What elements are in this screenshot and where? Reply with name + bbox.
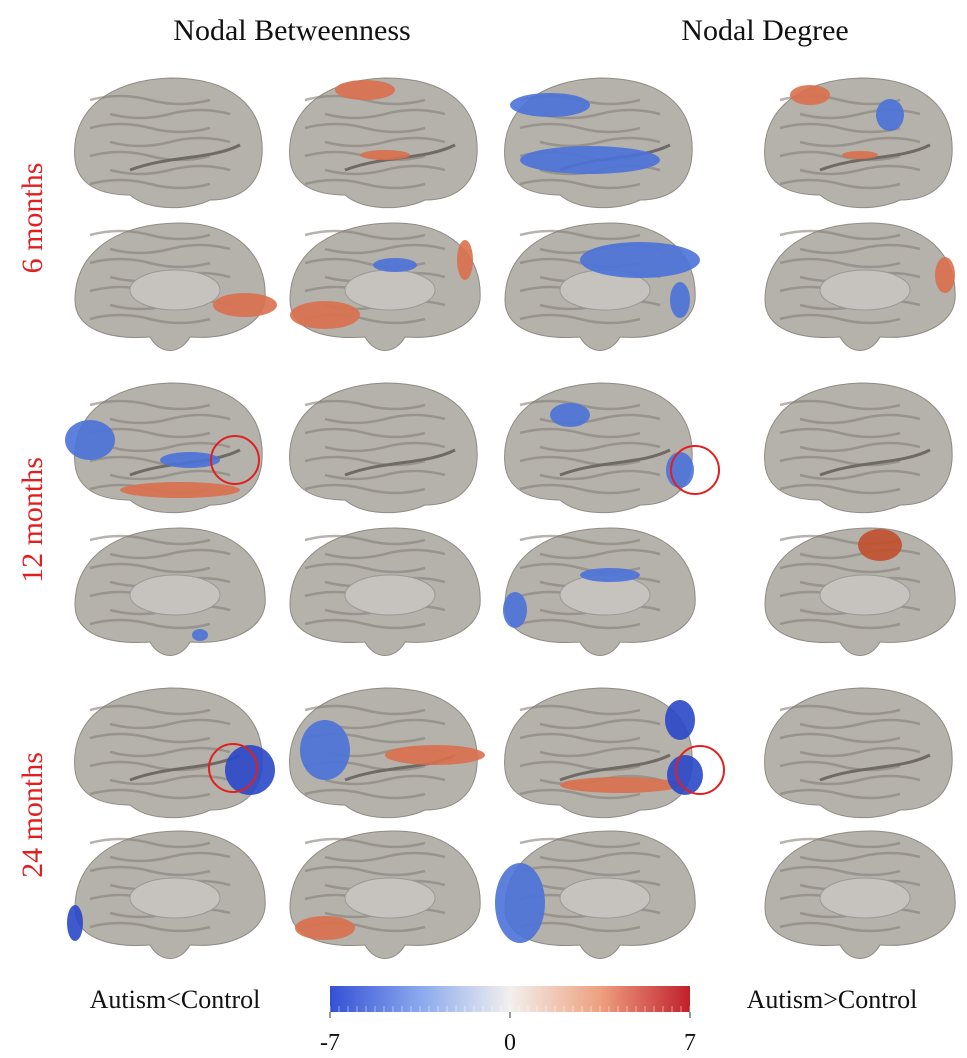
brain: [290, 831, 480, 959]
colorbar-ticks: -7 0 7: [320, 1006, 696, 1056]
callosum: [820, 878, 910, 918]
colorbar-tick-label: 0: [504, 1030, 516, 1056]
colorbar-tick-label: -7: [320, 1030, 340, 1056]
callosum: [345, 270, 435, 310]
brain: [505, 383, 694, 513]
callosum: [820, 270, 910, 310]
brain: [505, 78, 693, 208]
column-title: Nodal Betweenness: [173, 14, 410, 47]
region-patch: [295, 916, 355, 940]
row-label: 12 months: [16, 457, 49, 583]
region-patch: [67, 905, 83, 941]
brain: [505, 688, 703, 818]
legend-right: Autism>Control: [747, 985, 918, 1014]
callosum: [130, 878, 220, 918]
region-patch: [580, 242, 700, 278]
callosum: [820, 575, 910, 615]
brain: [765, 223, 955, 351]
region-patch: [935, 257, 955, 293]
colorbar-tick-label: 7: [684, 1030, 696, 1056]
region-patch: [65, 420, 115, 460]
region-patch: [120, 482, 240, 498]
brain: [290, 528, 480, 656]
brain: [290, 383, 478, 513]
brain: [765, 831, 955, 959]
region-patch: [290, 301, 360, 329]
region-patch: [876, 99, 904, 131]
region-patch: [560, 777, 680, 793]
region-patch: [550, 403, 590, 427]
region-patch: [790, 85, 830, 105]
callosum: [130, 575, 220, 615]
region-patch: [192, 629, 208, 641]
brain: [495, 831, 695, 959]
brain: [765, 383, 953, 513]
callosum: [130, 270, 220, 310]
callosum: [345, 575, 435, 615]
brain: [75, 223, 277, 351]
region-patch: [385, 745, 485, 765]
region-patch: [495, 863, 545, 943]
brain: [765, 528, 955, 656]
brain: [765, 688, 953, 818]
region-patch: [373, 258, 417, 272]
brain: [503, 528, 695, 656]
region-patch: [510, 93, 590, 117]
region-patch: [842, 151, 878, 159]
region-patch: [503, 592, 527, 628]
brain: [765, 78, 953, 208]
brain: [67, 831, 265, 959]
brain-panels: [65, 78, 955, 959]
brain: [505, 223, 700, 351]
region-patch: [457, 240, 473, 280]
region-patch: [665, 700, 695, 740]
figure: Nodal Betweenness Nodal Degree 6 months …: [0, 0, 967, 1058]
column-title: Nodal Degree: [681, 14, 848, 47]
region-patch: [335, 80, 395, 100]
callosum: [345, 878, 435, 918]
row-label: 6 months: [16, 163, 49, 274]
legend-left: Autism<Control: [90, 985, 261, 1014]
brain: [75, 528, 265, 656]
brain: [290, 78, 478, 208]
callosum: [560, 878, 650, 918]
brain: [290, 223, 480, 351]
brain: [65, 383, 262, 513]
region-patch: [520, 146, 660, 174]
brain: [75, 688, 275, 818]
row-label: 24 months: [16, 752, 49, 878]
region-patch: [670, 282, 690, 318]
brain: [75, 78, 263, 208]
region-patch: [300, 720, 350, 780]
region-patch: [580, 568, 640, 582]
region-patch: [858, 529, 902, 561]
region-patch: [360, 150, 410, 160]
brain: [290, 688, 485, 818]
region-patch: [213, 293, 277, 317]
